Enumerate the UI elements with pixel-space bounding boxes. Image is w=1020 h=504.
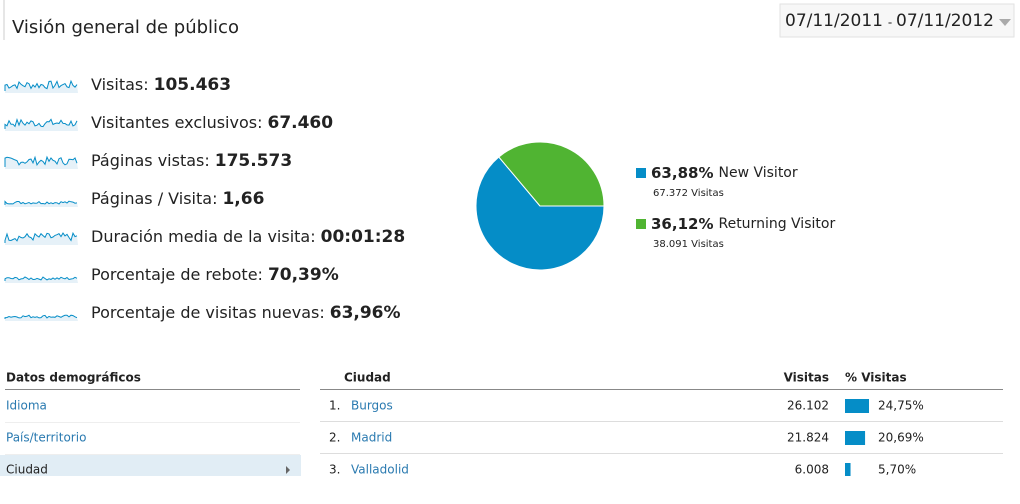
- page-title: Visión general de público: [12, 17, 239, 38]
- pct-label: 5,70%: [878, 463, 916, 477]
- metric-label: Duración media de la visita:: [91, 227, 316, 246]
- legend-entry: 36,12% Returning Visitor: [651, 215, 835, 233]
- column-header: % Visitas: [845, 371, 907, 385]
- selected-row: [0, 455, 301, 476]
- demographics-header: Datos demográficos: [6, 371, 141, 385]
- metric-value: 105.463: [154, 75, 231, 95]
- city-link[interactable]: Burgos: [351, 399, 393, 413]
- date-range-box[interactable]: [779, 3, 1015, 38]
- sparkline-area: [5, 157, 78, 169]
- sparkline: [4, 200, 78, 205]
- metric-label: Porcentaje de visitas nuevas:: [91, 303, 325, 322]
- sparkline: [4, 155, 78, 167]
- pct-label: 20,69%: [878, 431, 924, 445]
- legend-swatch: [636, 219, 646, 229]
- city-link[interactable]: Madrid: [351, 431, 392, 445]
- metric-value: 63,96%: [330, 303, 401, 323]
- date-start[interactable]: 07/11/2011: [785, 11, 883, 31]
- metric-value: 1,66: [222, 189, 264, 209]
- visits: 21.824: [787, 431, 829, 445]
- sparkline: [4, 314, 78, 319]
- pct-label: 24,75%: [878, 399, 924, 413]
- metric-value: 00:01:28: [321, 227, 406, 247]
- demographic-link[interactable]: País/territorio: [6, 431, 86, 445]
- metric: Porcentaje de visitas nuevas: 63,96%: [91, 303, 401, 324]
- metric: Porcentaje de rebote: 70,39%: [91, 265, 339, 286]
- crop-mask: [0, 476, 1020, 500]
- pie-slice: [498, 141, 605, 207]
- sparkline: [4, 79, 78, 91]
- legend-detail: 67.372 Visitas: [653, 188, 724, 199]
- metric-label: Páginas / Visita:: [91, 189, 217, 208]
- demographic-link[interactable]: Ciudad: [6, 463, 48, 477]
- visits: 6.008: [795, 463, 829, 477]
- metric-label: Porcentaje de rebote:: [91, 265, 263, 284]
- metric: Páginas / Visita: 1,66: [91, 189, 264, 210]
- rank: 2.: [329, 431, 340, 445]
- visits: 26.102: [787, 399, 829, 413]
- legend-value: 63,88%: [651, 164, 713, 182]
- metric: Duración media de la visita: 00:01:28: [91, 227, 405, 248]
- dropdown-arrow[interactable]: [999, 19, 1011, 26]
- sparkline: [4, 231, 78, 243]
- pie-slice: [475, 156, 605, 271]
- metric-label: Visitas:: [91, 75, 149, 94]
- pct-bar: [845, 463, 851, 477]
- legend-detail: 38.091 Visitas: [653, 239, 724, 250]
- legend-value: 36,12%: [651, 215, 713, 233]
- column-header: Visitas: [784, 371, 829, 385]
- metric-value: 175.573: [215, 151, 292, 171]
- legend-swatch: [636, 168, 646, 178]
- selected-arrow: [286, 466, 290, 474]
- legend-name: New Visitor: [718, 165, 797, 181]
- sparkline-area: [5, 201, 78, 207]
- legend-entry: 63,88% New Visitor: [651, 164, 798, 182]
- metric-value: 67.460: [267, 113, 333, 133]
- metric: Páginas vistas: 175.573: [91, 151, 292, 172]
- column-header: Ciudad: [344, 371, 391, 385]
- legend-name: Returning Visitor: [718, 216, 835, 232]
- metric-label: Visitantes exclusivos:: [91, 113, 262, 132]
- metric: Visitantes exclusivos: 67.460: [91, 113, 333, 134]
- pct-bar: [845, 399, 870, 413]
- sparkline: [4, 276, 78, 281]
- metric: Visitas: 105.463: [91, 75, 231, 96]
- metric-label: Páginas vistas:: [91, 151, 210, 170]
- rank: 1.: [329, 399, 340, 413]
- metric-value: 70,39%: [268, 265, 339, 285]
- city-link[interactable]: Valladolid: [351, 463, 409, 477]
- date-end[interactable]: 07/11/2012: [896, 11, 994, 31]
- sparkline: [4, 117, 78, 129]
- sparkline-area: [5, 233, 78, 245]
- sparkline-area: [5, 315, 78, 321]
- pct-bar: [845, 431, 866, 445]
- rank: 3.: [329, 463, 340, 477]
- sparkline-area: [5, 81, 78, 93]
- date-separator: -: [888, 16, 892, 30]
- demographic-link[interactable]: Idioma: [6, 399, 47, 413]
